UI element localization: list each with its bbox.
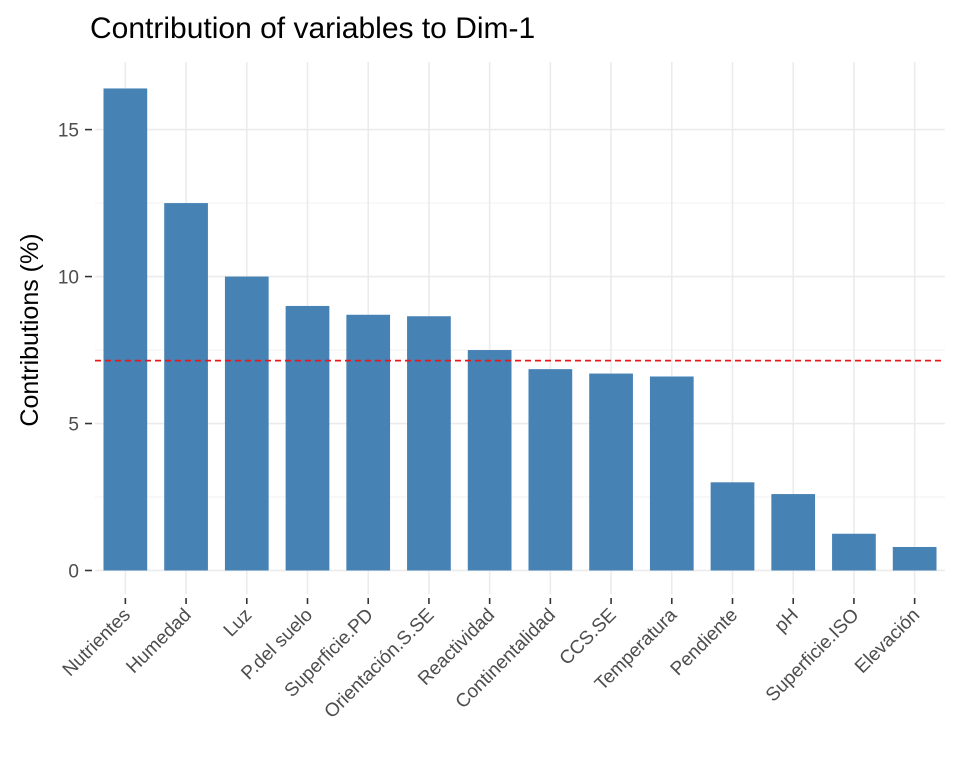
bar-layer — [103, 88, 937, 571]
y-tick-label: 15 — [58, 121, 79, 142]
x-tick-label: Humedad — [122, 605, 195, 678]
bar-orientaci-n-s-se — [407, 316, 451, 571]
x-tick-label: Pendiente — [667, 605, 742, 680]
bar-superficie-pd — [346, 314, 391, 571]
x-tick-label: Orientación.S.SE — [321, 605, 439, 723]
bar-temperatura — [649, 376, 694, 571]
x-tick-label: pH — [771, 605, 803, 637]
bar-reactividad — [467, 350, 512, 571]
x-tick-label: Elevación — [851, 605, 924, 678]
bar-pendiente — [710, 482, 755, 571]
bar-ccs-se — [589, 373, 633, 571]
bar-humedad — [164, 203, 208, 571]
y-tick-label: 10 — [58, 268, 79, 289]
bar-superficie-iso — [832, 533, 876, 571]
bar-elevaci-n — [892, 546, 937, 571]
y-axis-title: Contributions (%) — [16, 233, 44, 426]
x-tick-label: Luz — [220, 605, 257, 642]
y-tick-label: 0 — [68, 561, 79, 582]
grid-layer — [95, 62, 945, 594]
chart-title: Contribution of variables to Dim-1 — [90, 12, 536, 45]
bar-continentalidad — [528, 369, 573, 571]
bar-ph — [771, 494, 816, 571]
bar-luz — [224, 276, 269, 571]
x-tick-label: Nutrientes — [59, 605, 135, 681]
bar-p-del-suelo — [285, 305, 330, 571]
y-tick-label: 5 — [68, 415, 79, 436]
bar-nutrientes — [103, 88, 148, 571]
